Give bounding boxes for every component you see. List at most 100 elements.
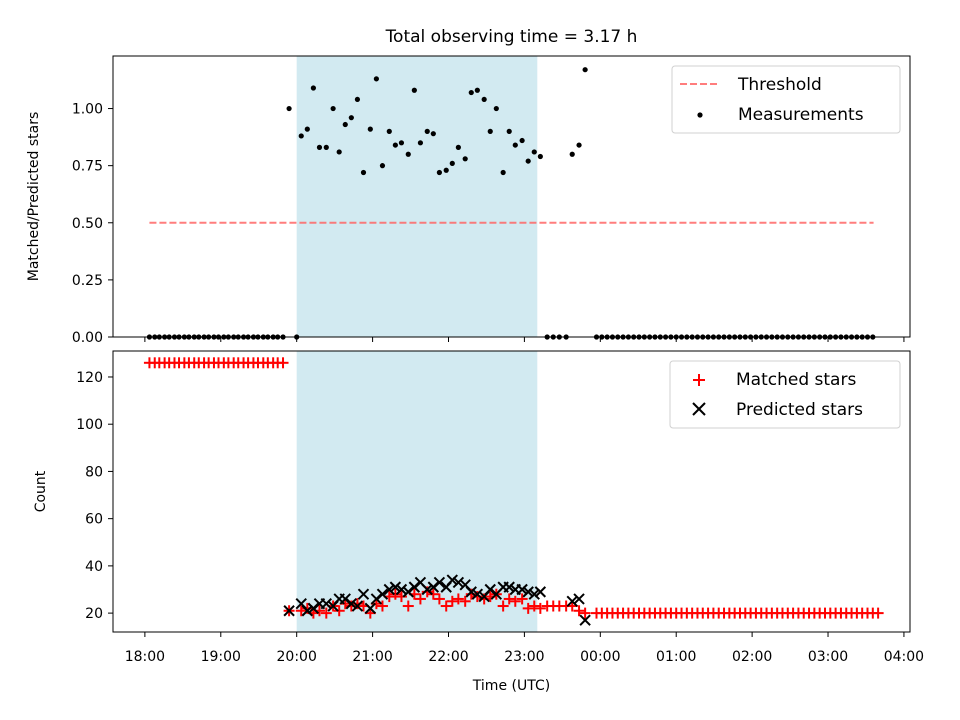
predicted-star-point xyxy=(357,588,370,600)
measurement-point xyxy=(455,144,461,150)
top-ytick-label: 0.25 xyxy=(72,273,103,289)
matched-star-point xyxy=(389,588,401,600)
legend-matched-swatch xyxy=(693,374,705,386)
bottom-xtick-label: 00:00 xyxy=(580,649,620,665)
measurement-point xyxy=(506,128,512,134)
measurement-point xyxy=(360,169,367,176)
measurement-point xyxy=(519,137,525,144)
top-title: Total observing time = 3.17 h xyxy=(385,27,638,47)
legend-measurements-swatch xyxy=(697,112,703,118)
bottom-ylabel: Count xyxy=(33,470,49,512)
matched-star-point xyxy=(440,600,452,612)
matched-star-point xyxy=(534,602,546,614)
predicted-star-point xyxy=(345,597,358,610)
predicted-star-point xyxy=(452,576,465,589)
predicted-star-point xyxy=(283,605,295,617)
measurement-point xyxy=(411,87,417,93)
measurement-point xyxy=(298,133,304,139)
measurement-point xyxy=(386,128,392,134)
bottom-legend-frame xyxy=(669,360,901,429)
predicted-star-point xyxy=(503,581,515,593)
predicted-star-point xyxy=(579,614,591,626)
legend-predicted-label: Predicted stars xyxy=(736,400,863,420)
predicted-star-point xyxy=(351,600,364,612)
measurement-point xyxy=(373,76,379,82)
predicted-star-point xyxy=(395,583,408,596)
top-legend-frame xyxy=(671,65,901,134)
predicted-star-point xyxy=(566,595,578,608)
measurement-point xyxy=(348,115,354,121)
measurement-point xyxy=(576,142,582,148)
measurement-point xyxy=(405,151,411,157)
predicted-star-point xyxy=(383,583,396,596)
measurement-point xyxy=(449,160,455,166)
bottom-xtick-label: 23:00 xyxy=(504,649,544,665)
measurement-point xyxy=(354,96,361,103)
top-panel: Total observing time = 3.17 h Matched/Pr… xyxy=(26,27,911,346)
matched-star-point xyxy=(427,588,439,600)
bottom-xtick-label: 19:00 xyxy=(201,649,241,665)
predicted-star-point xyxy=(471,588,484,600)
measurement-point xyxy=(500,169,506,176)
bottom-xtick-label: 02:00 xyxy=(732,649,772,665)
matched-star-point xyxy=(509,595,521,607)
matched-star-point xyxy=(452,593,464,605)
bottom-ytick-label: 40 xyxy=(85,559,103,575)
measurement-point xyxy=(323,144,329,150)
bottom-yticks: 20 40 60 80 100 120 xyxy=(76,370,113,622)
bottom-panel: Count Time (UTC) 20 40 60 80 100 120 18:00 19:… xyxy=(33,350,924,694)
matched-star-point xyxy=(516,593,528,605)
measurement-point xyxy=(424,128,430,134)
measurement-point xyxy=(531,149,537,155)
measurement-point xyxy=(525,158,531,164)
matched-star-point xyxy=(402,600,414,612)
bottom-ytick-label: 60 xyxy=(85,512,103,528)
bottom-xtick-label: 21:00 xyxy=(352,649,392,665)
matched-star-point xyxy=(459,595,471,607)
bottom-ytick-label: 80 xyxy=(85,464,103,480)
measurement-point xyxy=(336,149,342,155)
matched-star-point xyxy=(295,605,307,617)
bottom-xtick-label: 22:00 xyxy=(428,649,468,665)
top-ytick-label: 0.75 xyxy=(72,159,103,175)
predicted-star-point xyxy=(465,586,477,598)
bottom-ytick-label: 20 xyxy=(85,606,103,622)
bottom-xtick-label: 18:00 xyxy=(125,649,165,665)
measurement-point xyxy=(436,169,442,176)
measurement-point xyxy=(392,142,398,148)
predicted-star-point xyxy=(433,576,446,589)
top-xticks xyxy=(144,337,905,342)
predicted-star-point xyxy=(528,588,540,600)
bottom-axes-frame xyxy=(112,350,911,633)
matched-star-point xyxy=(376,600,388,612)
measurement-point xyxy=(582,67,588,73)
measurement-point xyxy=(462,156,468,162)
observing-window-shade xyxy=(296,56,538,337)
top-axes-frame xyxy=(112,55,911,338)
matched-star-point xyxy=(320,607,332,619)
measurement-point xyxy=(537,153,543,160)
bottom-ytick-label: 100 xyxy=(76,417,103,433)
legend-predicted-swatch xyxy=(692,402,706,416)
predicted-star-point xyxy=(301,605,314,617)
measurement-point xyxy=(569,151,575,157)
predicted-star-point xyxy=(320,597,332,610)
predicted-star-point xyxy=(534,586,547,598)
top-ytick-label: 1.00 xyxy=(72,102,103,118)
measurement-point xyxy=(310,85,316,91)
measurement-point xyxy=(379,163,386,169)
matched-star-point xyxy=(573,605,585,617)
bottom-plot-area xyxy=(143,351,884,632)
bottom-xtick-label: 04:00 xyxy=(884,649,924,665)
matched-star-point xyxy=(579,607,591,619)
measurement-point xyxy=(493,105,499,112)
measurement-point xyxy=(481,96,487,103)
predicted-star-point xyxy=(516,583,528,596)
measurement-point xyxy=(316,144,323,150)
bottom-xtick-label: 01:00 xyxy=(656,649,696,665)
measurement-point xyxy=(443,167,449,173)
bottom-xlabel: Time (UTC) xyxy=(472,678,550,694)
matched-star-point xyxy=(503,593,515,605)
bottom-legend: Matched stars Predicted stars xyxy=(669,360,901,429)
